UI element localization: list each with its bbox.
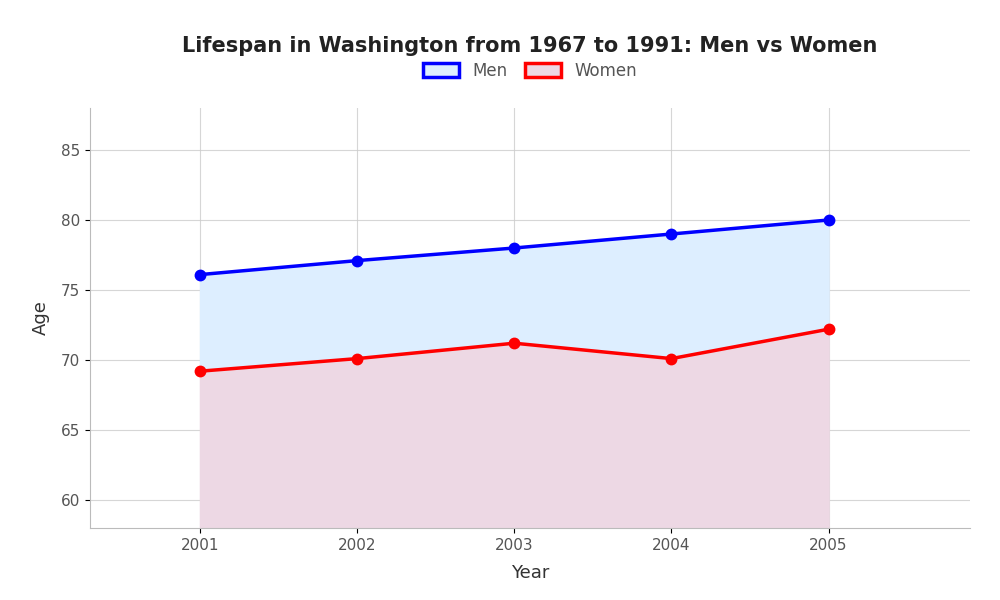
- Legend: Men, Women: Men, Women: [423, 62, 637, 80]
- Y-axis label: Age: Age: [32, 301, 50, 335]
- X-axis label: Year: Year: [511, 564, 549, 582]
- Title: Lifespan in Washington from 1967 to 1991: Men vs Women: Lifespan in Washington from 1967 to 1991…: [182, 37, 878, 56]
